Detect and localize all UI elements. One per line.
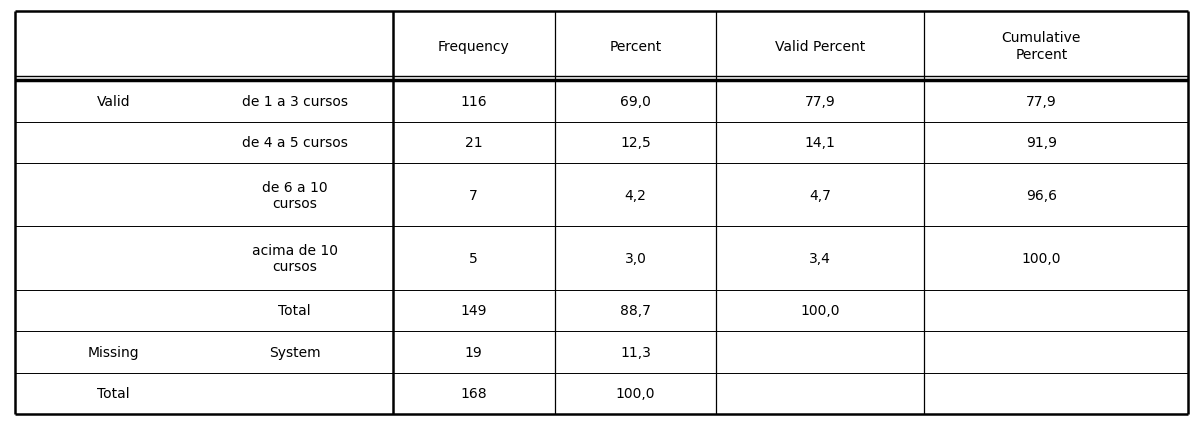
Text: 100,0: 100,0	[800, 304, 840, 317]
Text: 116: 116	[461, 95, 487, 109]
Text: Missing: Missing	[88, 345, 140, 359]
Text: 96,6: 96,6	[1026, 188, 1057, 202]
Text: Total: Total	[278, 304, 312, 317]
Text: Valid Percent: Valid Percent	[775, 40, 865, 53]
Text: de 4 a 5 cursos: de 4 a 5 cursos	[242, 136, 348, 150]
Text: Total: Total	[97, 386, 130, 400]
Text: System: System	[269, 345, 320, 359]
Text: 3,4: 3,4	[810, 251, 831, 265]
Text: 77,9: 77,9	[1026, 95, 1056, 109]
Text: 11,3: 11,3	[620, 345, 651, 359]
Text: 14,1: 14,1	[805, 136, 836, 150]
Text: 77,9: 77,9	[805, 95, 836, 109]
Text: Valid: Valid	[96, 95, 130, 109]
Text: 21: 21	[464, 136, 482, 150]
Text: 69,0: 69,0	[620, 95, 651, 109]
Text: 100,0: 100,0	[1021, 251, 1061, 265]
Text: 88,7: 88,7	[620, 304, 651, 317]
Text: 4,7: 4,7	[810, 188, 831, 202]
Text: Frequency: Frequency	[438, 40, 510, 53]
Text: 12,5: 12,5	[620, 136, 651, 150]
Text: Cumulative
Percent: Cumulative Percent	[1002, 32, 1081, 61]
Text: 100,0: 100,0	[616, 386, 656, 400]
Text: de 1 a 3 cursos: de 1 a 3 cursos	[242, 95, 348, 109]
Text: 91,9: 91,9	[1026, 136, 1057, 150]
Text: de 6 a 10
cursos: de 6 a 10 cursos	[262, 180, 327, 210]
Text: 5: 5	[469, 251, 478, 265]
Text: Percent: Percent	[610, 40, 662, 53]
Text: 149: 149	[461, 304, 487, 317]
Text: 19: 19	[464, 345, 482, 359]
Text: 4,2: 4,2	[624, 188, 646, 202]
Text: 7: 7	[469, 188, 478, 202]
Text: 3,0: 3,0	[624, 251, 646, 265]
Text: acima de 10
cursos: acima de 10 cursos	[251, 243, 338, 273]
Text: 168: 168	[461, 386, 487, 400]
